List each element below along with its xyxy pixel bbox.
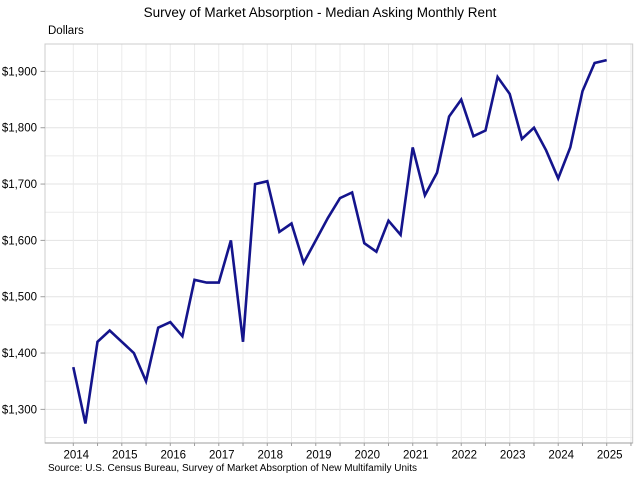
x-tick-label: 2023 xyxy=(500,450,526,462)
y-tick-label: $1,700 xyxy=(2,179,37,191)
y-tick-label: $1,300 xyxy=(2,404,37,416)
plot-frame xyxy=(44,43,634,444)
x-tick-label: 2025 xyxy=(597,450,623,462)
y-tick-label: $1,800 xyxy=(2,123,37,135)
x-tick-labels: 2014 2015 2016 2017 2018 2019 2020 2021 2022 2023… xyxy=(64,450,623,462)
minor-gridlines xyxy=(45,99,633,439)
major-gridlines xyxy=(45,70,633,410)
plot-border xyxy=(44,43,634,444)
chart-title: Survey of Market Absorption - Median Ask… xyxy=(143,5,497,20)
x-tick-label: 2022 xyxy=(451,450,477,462)
y-tick-label: $1,400 xyxy=(2,348,37,360)
x-tick-label: 2017 xyxy=(209,450,235,462)
median-rent-series-line xyxy=(72,58,608,424)
y-tick-label: $1,500 xyxy=(2,292,37,304)
vertical-gridlines xyxy=(72,44,632,443)
x-tick-label: 2014 xyxy=(64,450,90,462)
data-line xyxy=(72,58,608,424)
x-tick-label: 2020 xyxy=(354,450,380,462)
x-tick-label: 2021 xyxy=(403,450,429,462)
axis-ticks xyxy=(40,70,632,446)
x-tick-label: 2018 xyxy=(257,450,283,462)
y-tick-label: $1,600 xyxy=(2,235,37,247)
x-tick-label: 2019 xyxy=(306,450,332,462)
x-tick-label: 2015 xyxy=(112,450,138,462)
y-tick-labels: $1,300 $1,400 $1,500 $1,600 $1,700 $1,800 $1,9… xyxy=(2,66,37,416)
y-axis-unit-label: Dollars xyxy=(48,25,84,37)
x-tick-label: 2024 xyxy=(548,450,574,462)
source-note: Source: U.S. Census Bureau, Survey of Ma… xyxy=(48,463,418,474)
x-tick-label: 2016 xyxy=(160,450,186,462)
y-tick-label: $1,900 xyxy=(2,66,37,78)
